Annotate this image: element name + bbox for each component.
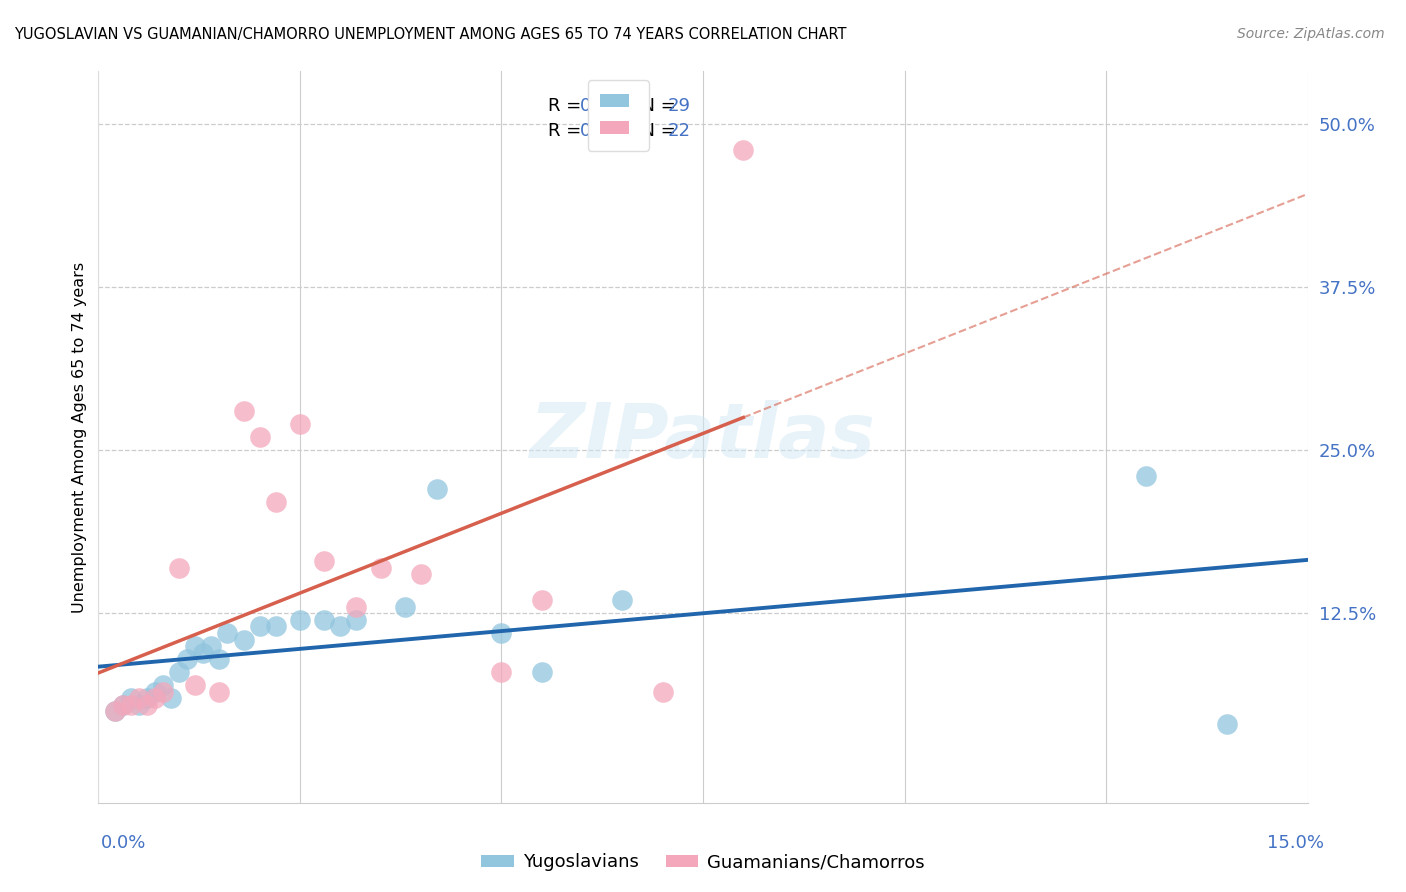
Text: Source: ZipAtlas.com: Source: ZipAtlas.com bbox=[1237, 27, 1385, 41]
Point bbox=[111, 698, 134, 712]
Text: R =: R = bbox=[548, 97, 588, 115]
Point bbox=[264, 619, 287, 633]
Point bbox=[232, 632, 254, 647]
Text: 0.0%: 0.0% bbox=[101, 834, 146, 852]
Point bbox=[288, 417, 311, 431]
Point bbox=[1216, 717, 1239, 731]
Point bbox=[200, 639, 222, 653]
Point bbox=[1135, 469, 1157, 483]
Point bbox=[491, 626, 513, 640]
Point bbox=[111, 698, 134, 712]
Point bbox=[135, 698, 157, 712]
Point bbox=[344, 599, 367, 614]
Text: 22: 22 bbox=[668, 122, 690, 140]
Text: R =: R = bbox=[548, 122, 588, 140]
Point bbox=[409, 567, 432, 582]
Point bbox=[184, 678, 207, 692]
Text: YUGOSLAVIAN VS GUAMANIAN/CHAMORRO UNEMPLOYMENT AMONG AGES 65 TO 74 YEARS CORRELA: YUGOSLAVIAN VS GUAMANIAN/CHAMORRO UNEMPL… bbox=[14, 27, 846, 42]
Text: 29: 29 bbox=[668, 97, 690, 115]
Point bbox=[167, 665, 190, 680]
Point bbox=[143, 685, 166, 699]
Point bbox=[152, 678, 174, 692]
Point bbox=[426, 483, 449, 497]
Point bbox=[530, 665, 553, 680]
Point bbox=[103, 705, 125, 719]
Point bbox=[314, 613, 336, 627]
Point bbox=[329, 619, 352, 633]
Text: N =: N = bbox=[630, 97, 682, 115]
Point bbox=[249, 619, 271, 633]
Point bbox=[733, 143, 755, 157]
Point bbox=[128, 691, 150, 706]
Y-axis label: Unemployment Among Ages 65 to 74 years: Unemployment Among Ages 65 to 74 years bbox=[72, 261, 87, 613]
Text: ZIPatlas: ZIPatlas bbox=[530, 401, 876, 474]
Point bbox=[120, 698, 142, 712]
Point bbox=[176, 652, 198, 666]
Point bbox=[217, 626, 239, 640]
Point bbox=[530, 593, 553, 607]
Point bbox=[128, 698, 150, 712]
Point bbox=[208, 652, 231, 666]
Point bbox=[103, 705, 125, 719]
Point bbox=[651, 685, 673, 699]
Text: 15.0%: 15.0% bbox=[1267, 834, 1324, 852]
Point bbox=[344, 613, 367, 627]
Point bbox=[249, 430, 271, 444]
Point bbox=[143, 691, 166, 706]
Point bbox=[193, 646, 215, 660]
Legend: Yugoslavians, Guamanians/Chamorros: Yugoslavians, Guamanians/Chamorros bbox=[474, 847, 932, 879]
Point bbox=[135, 691, 157, 706]
Point bbox=[232, 404, 254, 418]
Point bbox=[612, 593, 634, 607]
Text: 0.392: 0.392 bbox=[579, 97, 631, 115]
Point bbox=[394, 599, 416, 614]
Point bbox=[491, 665, 513, 680]
Point bbox=[184, 639, 207, 653]
Legend: , : , bbox=[588, 80, 650, 151]
Point bbox=[160, 691, 183, 706]
Point bbox=[370, 560, 392, 574]
Point bbox=[120, 691, 142, 706]
Text: 0.439: 0.439 bbox=[579, 122, 631, 140]
Point bbox=[264, 495, 287, 509]
Point bbox=[152, 685, 174, 699]
Point bbox=[208, 685, 231, 699]
Point bbox=[288, 613, 311, 627]
Point bbox=[314, 554, 336, 568]
Point bbox=[167, 560, 190, 574]
Text: N =: N = bbox=[630, 122, 682, 140]
